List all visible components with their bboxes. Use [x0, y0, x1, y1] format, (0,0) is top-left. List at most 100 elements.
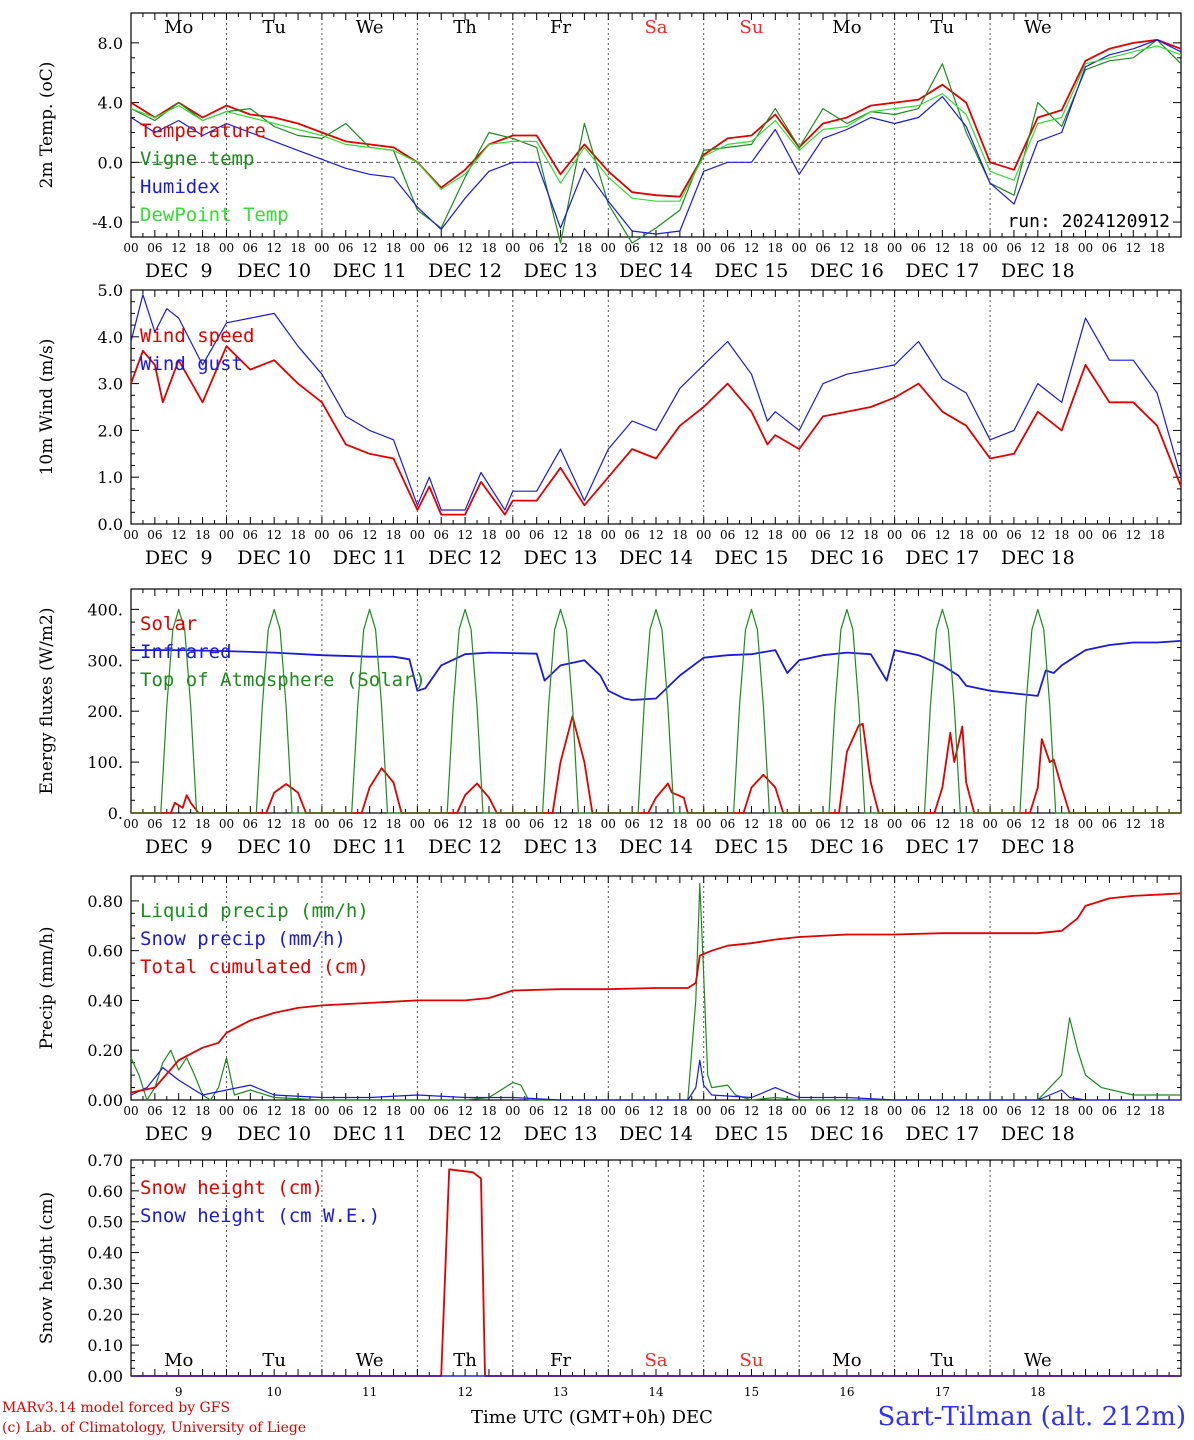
series-line	[130, 45, 1182, 202]
hour-tick-label: 12	[553, 1104, 568, 1118]
legend-entry: Infrared	[140, 641, 232, 663]
y-tick-label: 0.30	[87, 1274, 123, 1293]
hour-tick-label: 18	[195, 241, 210, 255]
hour-tick-label: 12	[171, 817, 186, 831]
weekday-label: We	[1024, 1350, 1052, 1371]
series-line	[130, 892, 1182, 1094]
hour-tick-label: 06	[815, 241, 830, 255]
hour-tick-label: 12	[1126, 817, 1141, 831]
weekday-label: Sa	[644, 1350, 667, 1371]
hour-tick-label: 18	[1054, 1104, 1069, 1118]
hour-tick-label: 18	[672, 817, 687, 831]
hour-tick-label: 00	[505, 817, 520, 831]
hour-tick-label: 00	[601, 528, 616, 542]
date-label: DEC 11	[333, 836, 407, 858]
hour-tick-label: 12	[648, 241, 663, 255]
date-label: DEC 18	[1001, 1123, 1075, 1145]
weekday-label: Tu	[262, 17, 286, 38]
y-tick-label: 0.40	[87, 1244, 123, 1263]
y-tick-label: 0.50	[87, 1213, 123, 1232]
hour-tick-label: 18	[481, 1104, 496, 1118]
hour-tick-label: 12	[839, 1104, 854, 1118]
hour-tick-label: 12	[1030, 241, 1045, 255]
y-axis-label: Energy fluxes (W/m2)	[37, 608, 57, 795]
weekday-label: Su	[739, 17, 763, 38]
series-line	[130, 39, 1182, 198]
hour-tick-label: 00	[123, 1104, 138, 1118]
hour-tick-label: 18	[195, 528, 210, 542]
hour-tick-label: 06	[1102, 241, 1117, 255]
hour-tick-label: 18	[290, 528, 305, 542]
hour-tick-label: 12	[362, 241, 377, 255]
date-label: DEC 18	[1001, 260, 1075, 282]
legend-entry: Liquid precip (mm/h)	[140, 900, 369, 922]
hour-tick-label: 18	[1054, 528, 1069, 542]
date-label: DEC 12	[428, 836, 502, 858]
hour-tick-label: 00	[1078, 241, 1093, 255]
hour-tick-label: 06	[911, 1104, 926, 1118]
legend-entry: Vigne temp	[140, 148, 254, 170]
legend-entry: DewPoint Temp	[140, 204, 289, 226]
date-label: DEC 9	[145, 260, 213, 282]
hour-tick-label: 18	[1054, 241, 1069, 255]
hour-tick-label: 06	[1102, 528, 1117, 542]
weekday-label: Tu	[931, 17, 955, 38]
day-number-label: 18	[1030, 1385, 1045, 1399]
date-label: DEC 15	[715, 836, 789, 858]
date-label: DEC 10	[237, 1123, 311, 1145]
y-tick-label: 200.	[87, 702, 123, 721]
hour-tick-label: 18	[672, 1104, 687, 1118]
hour-tick-label: 18	[1149, 817, 1164, 831]
hour-tick-label: 18	[386, 817, 401, 831]
hour-tick-label: 06	[720, 817, 735, 831]
hour-tick-label: 00	[696, 1104, 711, 1118]
legend-entry: Wind gust	[140, 353, 243, 375]
hour-tick-label: 00	[219, 1104, 234, 1118]
hour-tick-label: 06	[434, 241, 449, 255]
hour-tick-label: 12	[648, 1104, 663, 1118]
date-label: DEC 15	[715, 547, 789, 569]
date-label: DEC 14	[619, 836, 693, 858]
date-label: DEC 10	[237, 547, 311, 569]
date-label: DEC 13	[524, 547, 598, 569]
date-label: DEC 12	[428, 1123, 502, 1145]
hour-tick-label: 12	[362, 528, 377, 542]
hour-tick-label: 12	[1126, 528, 1141, 542]
hour-tick-label: 06	[815, 528, 830, 542]
date-label: DEC 17	[905, 547, 979, 569]
legend-entry: Total cumulated (cm)	[140, 956, 369, 978]
hour-tick-label: 00	[410, 528, 425, 542]
hour-tick-label: 06	[624, 1104, 639, 1118]
date-label: DEC 12	[428, 260, 502, 282]
hour-tick-label: 12	[267, 817, 282, 831]
hour-tick-label: 18	[577, 528, 592, 542]
hour-tick-label: 18	[1149, 241, 1164, 255]
hour-tick-label: 00	[123, 817, 138, 831]
hour-tick-label: 12	[744, 1104, 759, 1118]
hour-tick-label: 00	[314, 528, 329, 542]
weekday-label: Fr	[550, 1350, 571, 1371]
y-tick-label: 0.70	[87, 1151, 123, 1170]
legend-entry: Top of Atmosphere (Solar)	[140, 669, 426, 691]
hour-tick-label: 12	[839, 817, 854, 831]
hour-tick-label: 18	[577, 817, 592, 831]
hour-tick-label: 18	[959, 1104, 974, 1118]
hour-tick-label: 18	[768, 1104, 783, 1118]
y-tick-label: 3.0	[98, 375, 123, 394]
hour-tick-label: 18	[863, 817, 878, 831]
y-tick-label: 0.00	[87, 1367, 123, 1386]
hour-tick-label: 06	[1006, 1104, 1021, 1118]
hour-tick-label: 00	[410, 241, 425, 255]
legend-entry: Snow precip (mm/h)	[140, 928, 346, 950]
hour-tick-label: 06	[338, 817, 353, 831]
hour-tick-label: 12	[744, 241, 759, 255]
hour-tick-label: 12	[553, 528, 568, 542]
hour-tick-label: 06	[338, 528, 353, 542]
date-label: DEC 16	[810, 1123, 884, 1145]
y-tick-label: -4.0	[92, 213, 123, 232]
date-label: DEC 13	[524, 260, 598, 282]
y-tick-label: 0.60	[87, 1182, 123, 1201]
panel-frame-1	[130, 289, 1182, 525]
hour-tick-label: 06	[243, 817, 258, 831]
date-label: DEC 9	[145, 836, 213, 858]
